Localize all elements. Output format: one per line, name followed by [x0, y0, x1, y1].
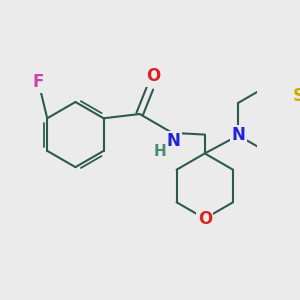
Text: O: O — [146, 67, 160, 85]
Text: H: H — [154, 144, 167, 159]
Text: F: F — [33, 73, 44, 91]
Text: S: S — [293, 87, 300, 105]
Text: O: O — [198, 210, 212, 228]
Text: N: N — [231, 126, 245, 144]
Text: N: N — [167, 132, 181, 150]
